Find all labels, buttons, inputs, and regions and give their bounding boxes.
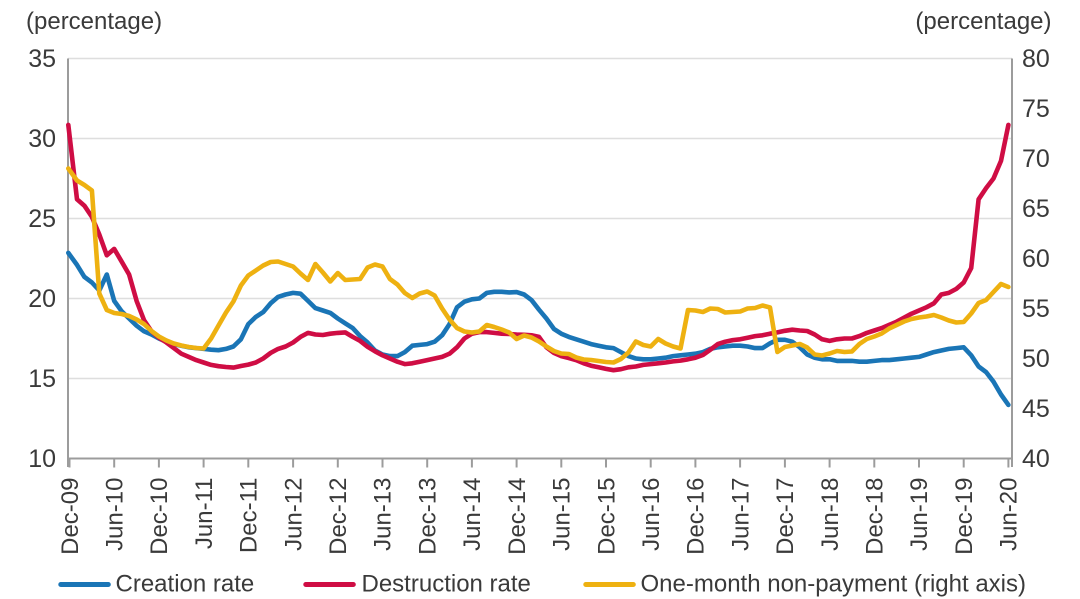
svg-text:10: 10 [28, 445, 56, 473]
svg-text:Jun-15: Jun-15 [549, 478, 576, 551]
svg-text:15: 15 [28, 365, 56, 393]
svg-text:Jun-10: Jun-10 [102, 478, 129, 551]
svg-text:Destruction rate: Destruction rate [362, 571, 531, 598]
svg-text:65: 65 [1022, 195, 1050, 223]
svg-text:Dec-19: Dec-19 [951, 478, 978, 555]
svg-text:Jun-13: Jun-13 [370, 478, 397, 551]
svg-text:Creation rate: Creation rate [116, 571, 255, 598]
svg-text:55: 55 [1022, 295, 1050, 323]
svg-text:Jun-16: Jun-16 [638, 478, 665, 551]
svg-text:30: 30 [28, 125, 56, 153]
svg-text:Jun-18: Jun-18 [817, 478, 844, 551]
svg-text:35: 35 [28, 45, 56, 73]
svg-text:Dec-09: Dec-09 [57, 478, 84, 555]
svg-text:Dec-15: Dec-15 [593, 478, 620, 555]
svg-text:Dec-11: Dec-11 [236, 478, 263, 554]
svg-text:40: 40 [1022, 445, 1050, 473]
svg-text:50: 50 [1022, 345, 1050, 373]
svg-text:Dec-14: Dec-14 [504, 478, 531, 555]
svg-text:80: 80 [1022, 45, 1050, 73]
svg-text:20: 20 [28, 285, 56, 313]
svg-text:Dec-13: Dec-13 [414, 478, 441, 555]
svg-text:70: 70 [1022, 145, 1050, 173]
svg-text:Dec-12: Dec-12 [325, 478, 352, 555]
svg-text:Dec-10: Dec-10 [146, 478, 173, 555]
svg-text:75: 75 [1022, 95, 1050, 123]
svg-text:Dec-16: Dec-16 [683, 478, 710, 555]
svg-text:(percentage): (percentage) [915, 8, 1051, 35]
svg-text:Jun-12: Jun-12 [280, 478, 307, 551]
svg-text:(percentage): (percentage) [26, 8, 162, 35]
svg-text:Jun-20: Jun-20 [996, 478, 1023, 551]
svg-text:Jun-19: Jun-19 [906, 478, 933, 551]
svg-text:Jun-17: Jun-17 [727, 478, 754, 551]
svg-text:45: 45 [1022, 395, 1050, 423]
svg-text:Jun-11: Jun-11 [191, 478, 218, 550]
svg-text:25: 25 [28, 205, 56, 233]
svg-text:One-month non-payment (right a: One-month non-payment (right axis) [641, 571, 1027, 598]
svg-text:60: 60 [1022, 245, 1050, 273]
svg-text:Dec-17: Dec-17 [772, 478, 799, 555]
svg-text:Dec-18: Dec-18 [862, 478, 889, 555]
svg-text:Jun-14: Jun-14 [459, 478, 486, 551]
